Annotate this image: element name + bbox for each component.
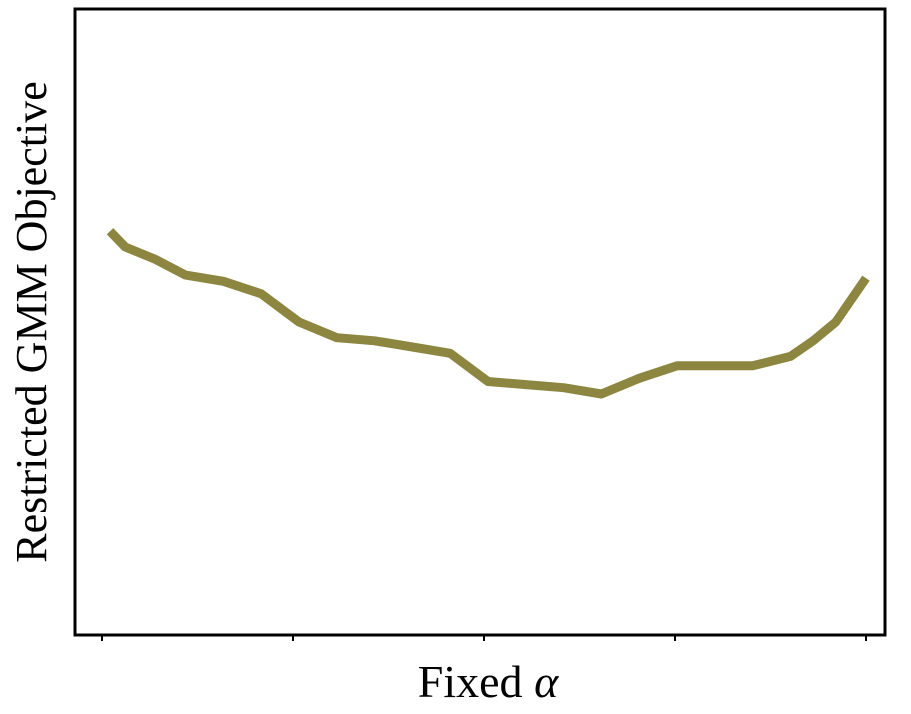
x-axis-ticks <box>101 635 867 641</box>
x-axis-label: Fixed α <box>418 656 559 707</box>
y-axis-label: Restricted GMM Objective <box>7 81 56 562</box>
series-layer <box>106 228 870 399</box>
plot-frame <box>73 7 887 637</box>
series-line-0 <box>106 228 870 399</box>
